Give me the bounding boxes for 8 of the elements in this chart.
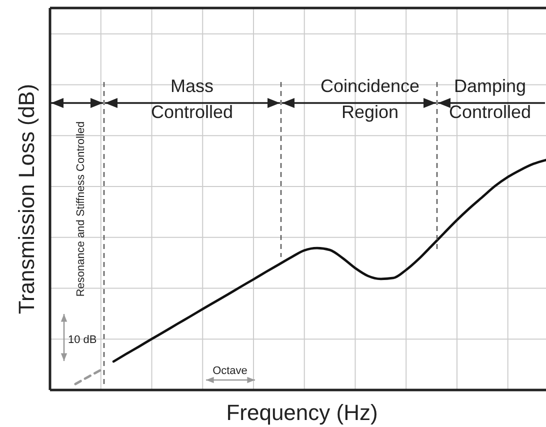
annotation: Resonance and Stiffness Controlled: [75, 121, 87, 297]
text: Mass Controlled: [150, 76, 234, 122]
text: Damping Controlled: [448, 76, 532, 122]
text: Coincidence Region: [320, 76, 420, 122]
annotation: Octave: [212, 365, 248, 377]
annotation: 10 dB: [68, 334, 97, 346]
y-axis-title: Transmission Loss (dB): [14, 84, 39, 314]
x-axis-title: Frequency (Hz): [226, 400, 378, 425]
